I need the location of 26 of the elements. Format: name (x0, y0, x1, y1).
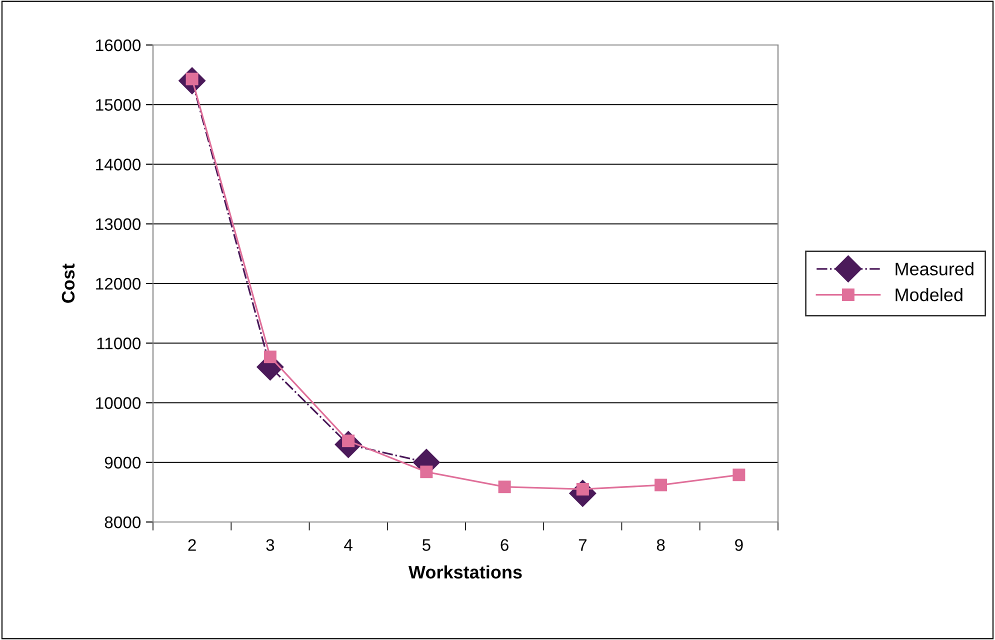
point (498, 480, 511, 494)
point (420, 466, 433, 478)
y-tick-label: 10000 (96, 397, 141, 409)
y-tick-label: 15000 (96, 99, 141, 111)
y-tick-label: 11000 (97, 338, 141, 350)
x-tick-label: 2 (188, 539, 196, 551)
y-tick-label: 13000 (96, 218, 141, 230)
legend-label: Modeled (896, 288, 962, 302)
point (654, 478, 668, 492)
point (732, 468, 746, 482)
x-tick-label: 6 (500, 539, 508, 551)
y-tick-label: 12000 (96, 278, 141, 290)
x-tick-label: 3 (266, 539, 274, 551)
y-tick-label: 8000 (104, 516, 141, 528)
x-tick-label: 9 (735, 539, 743, 551)
point (264, 350, 276, 364)
y-tick-label: 14000 (96, 158, 141, 170)
x-tick-label: 7 (578, 539, 586, 551)
x-tick-label: 4 (344, 539, 352, 551)
y-tick-label: 16000 (96, 39, 141, 52)
x-tick-label: 8 (656, 539, 665, 551)
x-axis-title: Workstations (408, 565, 522, 579)
y-axis-title: Cost (62, 264, 75, 303)
y-tick-label: 9000 (104, 456, 141, 469)
legend-label: Measured (896, 262, 974, 276)
x-tick-label: 5 (422, 539, 430, 551)
